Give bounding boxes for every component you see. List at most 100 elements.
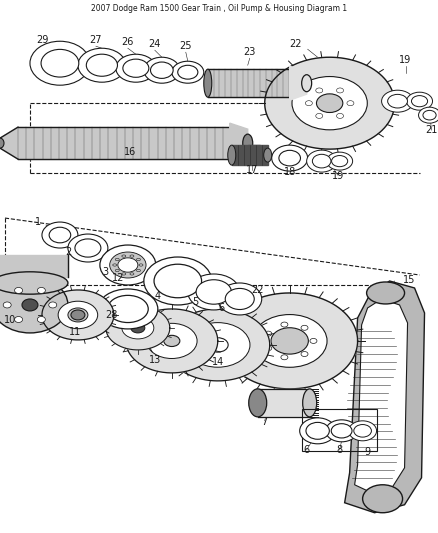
Text: 15: 15 [403, 275, 416, 285]
Text: 24: 24 [148, 39, 161, 49]
Ellipse shape [49, 227, 71, 243]
Polygon shape [126, 309, 218, 373]
Ellipse shape [3, 302, 11, 308]
Ellipse shape [144, 257, 212, 305]
Polygon shape [106, 306, 170, 350]
Ellipse shape [123, 59, 149, 77]
Ellipse shape [71, 310, 85, 320]
Ellipse shape [30, 41, 90, 85]
Ellipse shape [0, 277, 68, 333]
Ellipse shape [300, 418, 336, 444]
Ellipse shape [243, 134, 253, 152]
Ellipse shape [310, 338, 317, 343]
Ellipse shape [228, 145, 236, 165]
Ellipse shape [316, 114, 323, 118]
Text: 22: 22 [290, 39, 302, 49]
Ellipse shape [188, 274, 240, 310]
Ellipse shape [110, 252, 146, 278]
Text: 14: 14 [212, 357, 224, 367]
Text: 5: 5 [193, 297, 199, 307]
Ellipse shape [37, 317, 46, 322]
Text: 11: 11 [69, 327, 81, 337]
Ellipse shape [292, 77, 367, 130]
Ellipse shape [279, 150, 300, 166]
Polygon shape [230, 123, 248, 163]
Ellipse shape [207, 338, 228, 352]
Ellipse shape [363, 485, 403, 513]
Ellipse shape [68, 234, 108, 262]
Ellipse shape [78, 48, 126, 82]
Ellipse shape [42, 222, 78, 248]
Ellipse shape [419, 107, 438, 123]
Text: 27: 27 [90, 35, 102, 45]
Ellipse shape [131, 323, 145, 333]
Text: 19: 19 [332, 171, 344, 181]
Bar [302, 409, 377, 451]
Polygon shape [232, 145, 268, 161]
Text: 3: 3 [102, 267, 108, 277]
Ellipse shape [301, 352, 308, 357]
Text: 6: 6 [304, 445, 310, 455]
Polygon shape [258, 389, 310, 417]
Text: 19: 19 [399, 55, 412, 65]
Ellipse shape [272, 145, 307, 171]
Ellipse shape [249, 389, 267, 417]
Text: 1: 1 [35, 217, 41, 227]
Text: 17: 17 [246, 165, 258, 175]
Ellipse shape [204, 69, 212, 97]
Ellipse shape [186, 322, 250, 367]
Ellipse shape [349, 421, 377, 441]
Ellipse shape [0, 138, 4, 148]
Polygon shape [208, 69, 295, 97]
Text: 7: 7 [261, 417, 268, 427]
Ellipse shape [281, 355, 288, 360]
Ellipse shape [130, 273, 134, 275]
Ellipse shape [347, 101, 354, 106]
Ellipse shape [306, 422, 329, 439]
Ellipse shape [58, 301, 98, 329]
Ellipse shape [100, 245, 156, 285]
Ellipse shape [225, 288, 254, 310]
Ellipse shape [271, 328, 308, 354]
Ellipse shape [336, 88, 343, 93]
Polygon shape [345, 281, 424, 513]
Text: 2: 2 [65, 247, 71, 257]
Text: 26: 26 [122, 37, 134, 47]
Ellipse shape [122, 255, 126, 257]
Ellipse shape [147, 324, 197, 359]
Ellipse shape [37, 287, 46, 294]
Text: 2007 Dodge Ram 1500 Gear Train , Oil Pump & Housing Diagram 1: 2007 Dodge Ram 1500 Gear Train , Oil Pum… [91, 4, 347, 13]
Text: 16: 16 [124, 147, 136, 157]
Polygon shape [0, 127, 18, 159]
Ellipse shape [281, 322, 288, 327]
Ellipse shape [406, 92, 433, 110]
Ellipse shape [115, 269, 119, 272]
Ellipse shape [252, 314, 327, 367]
Ellipse shape [316, 88, 323, 93]
Ellipse shape [331, 424, 352, 438]
Ellipse shape [305, 101, 312, 106]
Ellipse shape [14, 317, 23, 322]
Ellipse shape [317, 94, 343, 112]
Ellipse shape [115, 259, 119, 261]
Text: 25: 25 [180, 41, 192, 51]
Text: 10: 10 [4, 315, 16, 325]
Ellipse shape [151, 62, 173, 78]
Ellipse shape [336, 114, 343, 118]
Polygon shape [290, 66, 307, 100]
Text: 28: 28 [106, 310, 118, 320]
Ellipse shape [113, 264, 117, 266]
Polygon shape [355, 299, 408, 492]
Text: 13: 13 [149, 355, 161, 365]
Ellipse shape [411, 95, 427, 107]
Ellipse shape [86, 54, 117, 76]
Polygon shape [18, 127, 240, 159]
Ellipse shape [144, 57, 180, 83]
Ellipse shape [49, 302, 57, 308]
Ellipse shape [98, 289, 158, 329]
Ellipse shape [122, 273, 126, 275]
Ellipse shape [302, 75, 312, 92]
Ellipse shape [291, 69, 299, 97]
Ellipse shape [178, 65, 198, 79]
Ellipse shape [154, 264, 201, 298]
